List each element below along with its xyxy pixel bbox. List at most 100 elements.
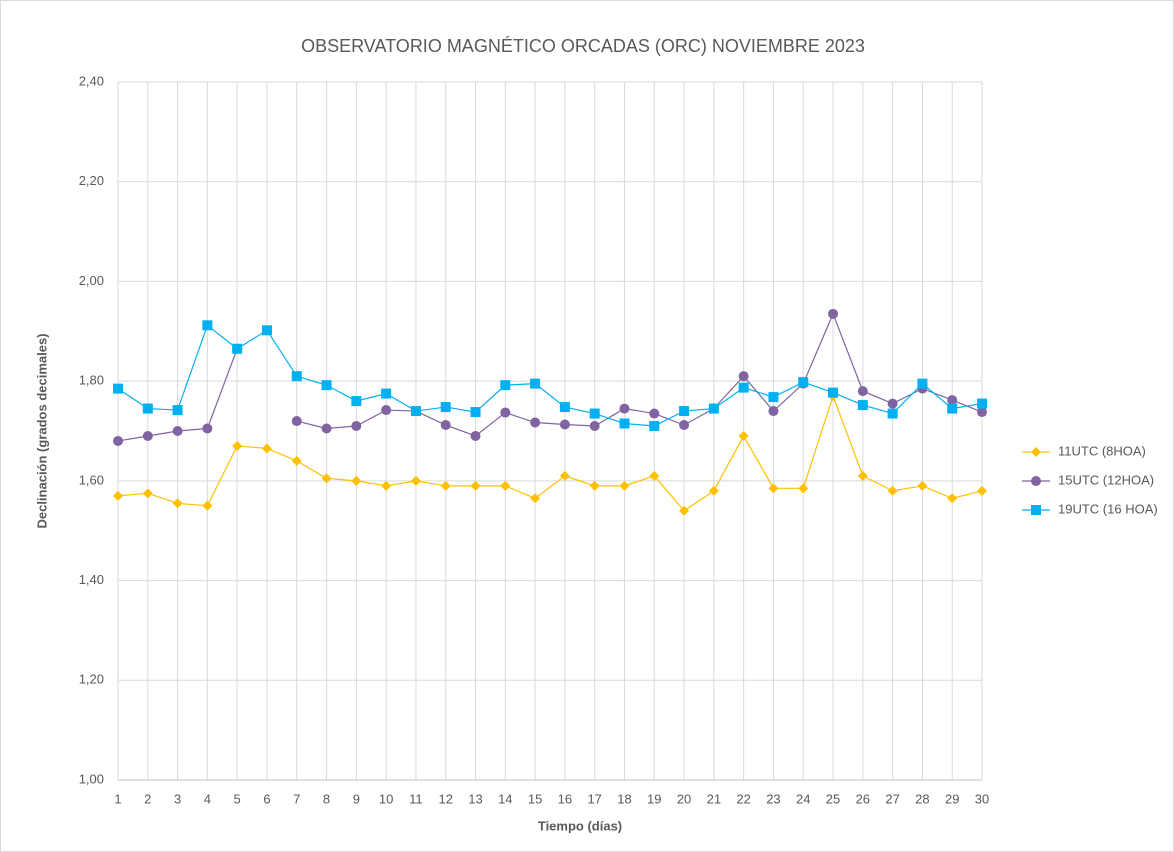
marker <box>351 421 362 432</box>
marker <box>500 480 511 491</box>
series-line <box>117 394 983 512</box>
marker <box>589 421 600 432</box>
y-tick-label: 1,80 <box>79 373 104 388</box>
marker <box>142 488 153 499</box>
y-tick-label: 1,60 <box>79 472 104 487</box>
x-tick-label: 19 <box>647 791 661 806</box>
marker <box>381 480 392 491</box>
marker <box>738 382 749 393</box>
marker <box>351 396 362 407</box>
marker <box>530 493 541 504</box>
marker <box>530 378 541 389</box>
marker <box>738 430 749 441</box>
marker <box>738 371 749 382</box>
marker <box>470 407 481 418</box>
legend-label: 11UTC (8HOA) <box>1058 443 1146 458</box>
marker <box>232 440 243 451</box>
x-tick-label: 15 <box>528 791 542 806</box>
marker <box>649 408 660 419</box>
legend-label: 19UTC (16 HOA) <box>1058 501 1158 516</box>
marker <box>500 407 511 418</box>
marker <box>113 435 123 446</box>
marker <box>828 387 839 398</box>
marker <box>202 320 213 331</box>
marker <box>619 418 630 429</box>
y-axis-title: Declinación (grados decimales) <box>34 333 49 528</box>
marker <box>440 480 451 491</box>
marker <box>142 403 153 414</box>
marker <box>321 473 332 484</box>
marker <box>768 392 779 403</box>
marker <box>470 480 481 491</box>
marker <box>768 406 779 417</box>
legend-marker <box>1031 505 1041 515</box>
marker <box>172 498 183 509</box>
marker <box>559 402 570 413</box>
x-tick-label: 13 <box>468 791 482 806</box>
y-tick-label: 2,00 <box>79 273 104 288</box>
x-tick-label: 25 <box>826 791 840 806</box>
marker <box>291 371 302 382</box>
y-tick-label: 2,40 <box>79 73 104 88</box>
x-tick-label: 26 <box>856 791 870 806</box>
marker <box>947 395 958 406</box>
x-tick-label: 8 <box>323 791 330 806</box>
marker <box>589 408 600 419</box>
marker <box>559 470 570 481</box>
marker <box>857 386 868 397</box>
x-tick-label: 23 <box>766 791 780 806</box>
marker <box>381 405 392 416</box>
marker <box>410 475 421 486</box>
y-tick-label: 1,40 <box>79 572 104 587</box>
x-tick-label: 9 <box>353 791 360 806</box>
x-tick-label: 22 <box>736 791 750 806</box>
marker <box>321 380 332 391</box>
legend-label: 15UTC (12HOA) <box>1058 472 1154 487</box>
x-tick-label: 29 <box>945 791 959 806</box>
marker <box>559 419 570 430</box>
marker <box>708 485 719 496</box>
marker <box>857 400 868 411</box>
marker <box>649 470 660 481</box>
marker <box>828 308 839 319</box>
marker <box>649 421 660 432</box>
marker <box>619 403 630 414</box>
marker <box>232 343 243 354</box>
marker <box>798 377 809 388</box>
x-tick-label: 4 <box>204 791 211 806</box>
x-tick-label: 14 <box>498 791 512 806</box>
x-tick-label: 10 <box>379 791 393 806</box>
marker <box>440 402 451 413</box>
x-tick-label: 21 <box>707 791 721 806</box>
x-axis-title: Tiempo (días) <box>538 818 622 833</box>
x-tick-label: 6 <box>263 791 270 806</box>
marker <box>113 490 123 501</box>
legend-marker <box>1031 476 1041 486</box>
marker <box>202 423 213 434</box>
marker <box>857 470 868 481</box>
marker <box>440 420 451 431</box>
marker <box>351 475 362 486</box>
marker <box>381 388 392 399</box>
y-tick-label: 1,20 <box>79 672 104 687</box>
x-tick-label: 7 <box>293 791 300 806</box>
x-tick-label: 2 <box>144 791 151 806</box>
x-tick-label: 18 <box>617 791 631 806</box>
marker <box>708 403 719 414</box>
marker <box>202 500 213 511</box>
chart-title: OBSERVATORIO MAGNÉTICO ORCADAS (ORC) NOV… <box>301 36 865 56</box>
marker <box>619 480 630 491</box>
marker <box>887 408 898 419</box>
marker <box>977 407 987 418</box>
marker <box>470 430 481 441</box>
marker <box>679 406 690 417</box>
x-tick-label: 30 <box>975 791 989 806</box>
marker <box>142 430 153 441</box>
x-tick-label: 28 <box>915 791 929 806</box>
marker <box>261 325 272 336</box>
marker <box>977 398 987 409</box>
marker <box>947 493 958 504</box>
marker <box>172 405 183 416</box>
marker <box>589 480 600 491</box>
marker <box>530 417 541 428</box>
